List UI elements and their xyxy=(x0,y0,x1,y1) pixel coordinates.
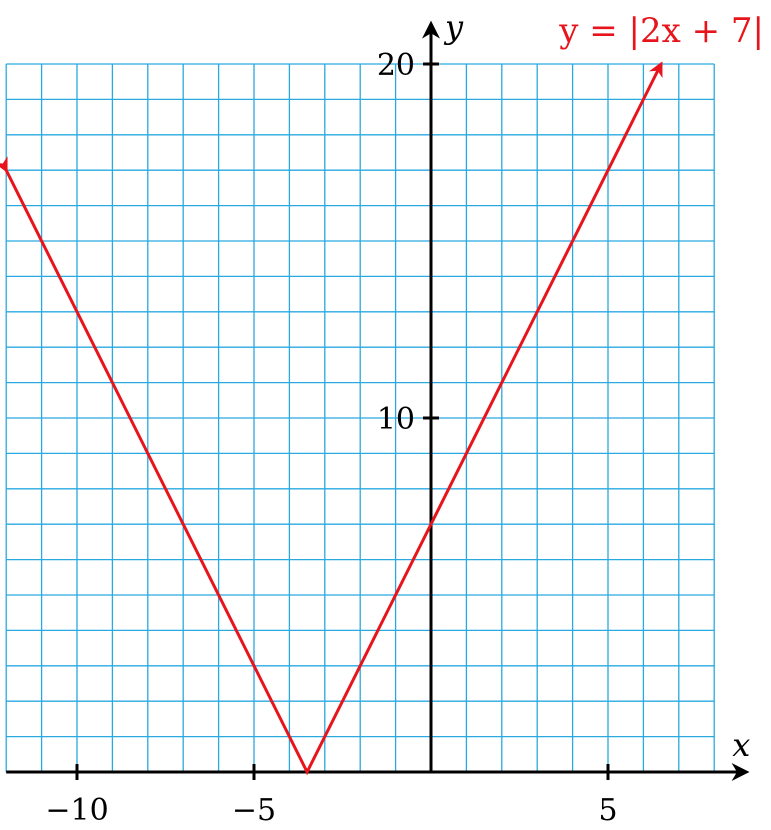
y-tick-label: 10 xyxy=(377,402,415,437)
series-label: y = |2x + 7| xyxy=(558,11,764,51)
y-axis-label: y xyxy=(443,8,464,46)
series-line xyxy=(0,61,663,776)
x-axis-label: x xyxy=(732,726,750,764)
y-tick-label: 20 xyxy=(377,48,415,83)
x-tick-label: 5 xyxy=(598,793,617,828)
x-tick-label: −5 xyxy=(232,793,276,828)
x-tick-label: −10 xyxy=(45,793,108,828)
series xyxy=(0,61,663,776)
ticks: −10 −5 5 10 20 xyxy=(45,48,617,828)
axes: x y xyxy=(6,8,750,781)
